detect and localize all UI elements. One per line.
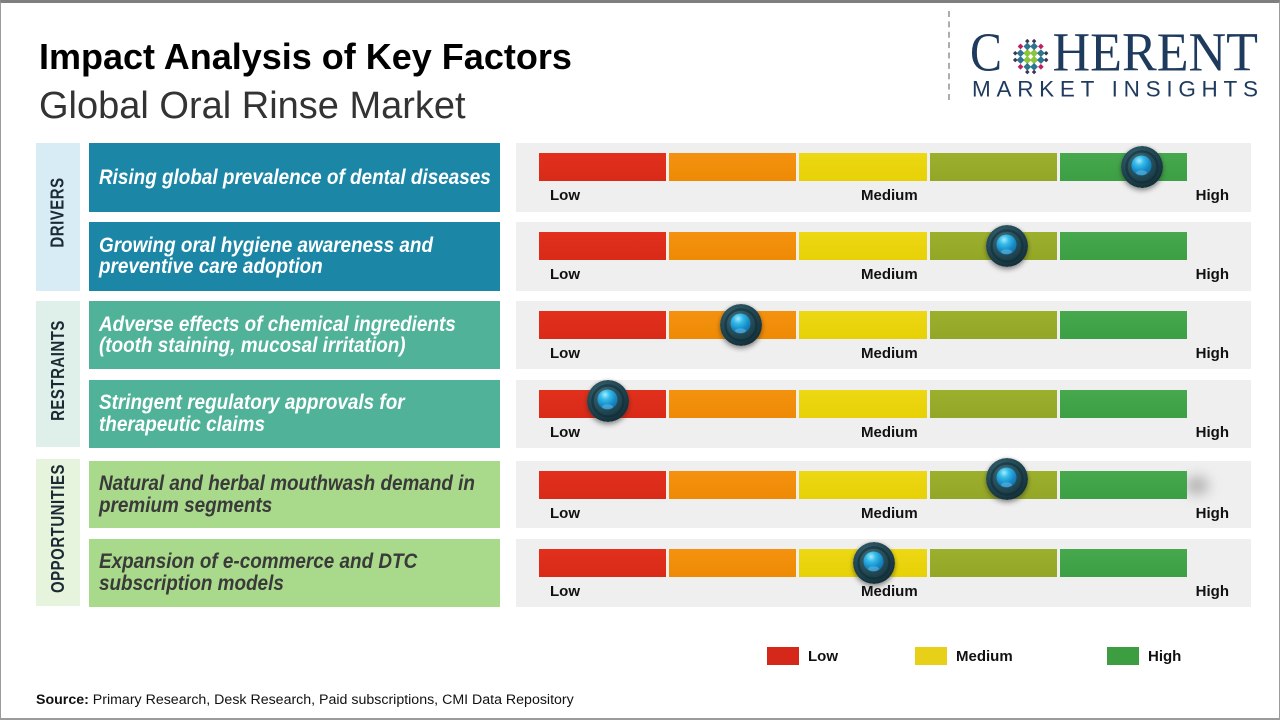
svg-text:C: C bbox=[970, 22, 1002, 83]
svg-text:MARKET INSIGHTS: MARKET INSIGHTS bbox=[972, 77, 1258, 102]
svg-text:HERENT: HERENT bbox=[1053, 22, 1259, 83]
